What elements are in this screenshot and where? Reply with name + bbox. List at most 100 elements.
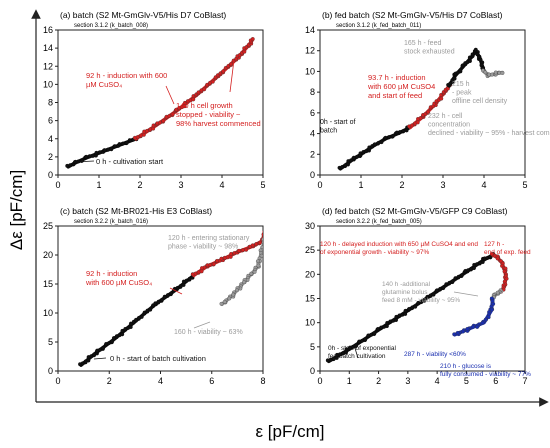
series-blue [452,296,496,337]
data-point [256,263,261,268]
data-point [439,96,444,101]
data-point [169,291,174,296]
series-black [78,272,196,367]
x-tick-label: 8 [260,376,265,386]
annotation: 120 h - entering stationary phase - viabi… [168,235,250,251]
data-point [159,298,164,302]
y-tick-label: 5 [48,337,53,347]
data-point [458,68,463,73]
annotation-line: 140 h -additional [382,281,431,288]
y-tick-label: 8 [48,98,53,108]
data-point [210,79,215,84]
y-tick-label: 30 [305,221,315,231]
annotation-line: 0h - start of [320,119,355,126]
panel-c: (c) batch (S2 Mt-BR021-His E3 CoBlast) se… [43,206,266,386]
x-tick-label: 2 [399,180,404,190]
y-tick-label: 4 [310,129,315,139]
annotation: 120 h - delayed induction with 650 µM Cu… [320,241,478,256]
x-tick-label: 0 [55,376,60,386]
data-point [394,318,398,322]
y-tick-label: 4 [48,134,53,144]
data-point [441,285,446,290]
panel-frame [319,29,526,176]
annotation: 160 h - viability ~ 63% [174,321,243,336]
data-point [262,243,263,247]
data-point [211,262,216,267]
annotation-pointer [93,357,107,360]
data-point [259,253,263,258]
y-tick-label: 6 [310,108,315,118]
data-point [486,315,491,320]
x-tick-label: 5 [260,180,265,190]
data-point [244,247,249,252]
annotation-text: 140 h -additional glutamine bolus feed 8 m… [382,281,460,304]
data-point [219,301,224,306]
data-point [480,321,485,325]
data-point [262,232,263,234]
annotation-text: 210 h - glucose is fully consumed - viabi… [440,363,531,378]
data-point [450,279,455,284]
y-tick-label: 25 [43,221,53,231]
data-point [379,140,384,145]
series-group [78,230,263,367]
annotation-pointer [229,59,235,93]
panel-b: (b) fed batch (S2 Mt-GmGlv-V5/His D7 CoB… [305,10,550,190]
y-tick-label: 20 [43,250,53,260]
annotation-line: - peak [452,90,472,97]
data-point [459,273,464,278]
annotation-text: 140 h cell growth stopped - viability ~98… [176,101,261,128]
series-red [489,252,509,294]
x-tick-label: 2 [107,376,112,386]
data-point [221,69,226,74]
series-black [65,137,139,169]
annotation-pointer [165,85,175,105]
data-point [261,240,263,244]
y-tick-label: 12 [43,61,53,71]
panel-title: (d) fed batch (S2 Mt-GmGlv-V5/GFP C9 CoB… [322,206,508,216]
x-tick-label: 0 [55,180,60,190]
series-group [65,37,255,169]
x-tick-label: 6 [209,376,214,386]
annotation-text: 120 h - delayed induction with 650 µM Cu… [320,241,478,256]
annotation-line: feed 8 mM - viability ~ 95% [382,297,460,304]
y-tick-label: 15 [43,279,53,289]
x-tick-label: 6 [493,376,498,386]
annotation-line: offline cell density [452,98,508,105]
data-point [422,298,427,303]
panel-subtitle: section 3.2.2 (k_batch_016) [74,219,148,225]
y-tick-label: 10 [305,318,315,328]
y-tick-label: 25 [305,245,315,255]
annotation-line: glutamine bolus [382,289,428,296]
y-tick-label: 20 [305,269,315,279]
data-point [415,120,420,125]
annotation-line: 215 h [452,81,470,88]
annotation-line: 165 h - feed [404,40,441,47]
annotation-line: 0h - start of exponential [328,345,396,352]
y-tick-label: 2 [48,152,53,162]
annotation-line: declined - viability ~ 95% - harvest com… [428,130,550,137]
annotation-text: 160 h - viability ~ 63% [174,329,243,336]
annotation-pointer [353,344,359,359]
data-point [235,288,239,293]
global-y-label: Δε [pF/cm] [7,170,26,250]
data-point [346,162,350,167]
data-point [431,292,436,297]
annotation-line: 210 h - glucose is [440,363,492,370]
annotation: 0h - start of exponential fed batch culti… [328,344,396,360]
series-group [337,47,505,171]
y-tick-label: 12 [305,46,315,56]
annotation-line: 140 h cell growth [176,101,233,110]
data-point [86,358,91,363]
data-point [222,299,227,304]
data-point [109,147,114,152]
annotation-pointer [73,160,95,163]
data-point [148,307,153,312]
y-tick-label: 10 [43,79,53,89]
data-point [170,112,175,117]
y-tick-label: 0 [48,366,53,376]
data-point [120,332,125,337]
data-point [491,301,496,306]
data-point [372,331,377,336]
annotation-text: 287 h - viability <60% [404,351,466,358]
global-x-label: ε [pF/cm] [256,422,325,441]
